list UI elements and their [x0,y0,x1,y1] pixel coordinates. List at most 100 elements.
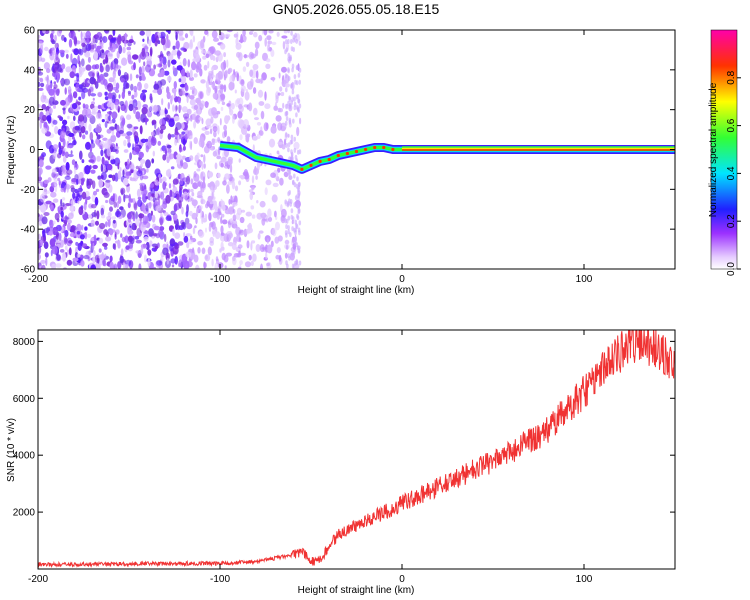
noise-speckle [250,260,254,267]
noise-speckle [140,247,144,255]
noise-speckle [98,254,106,260]
noise-speckle [84,165,91,175]
noise-speckle [97,92,103,98]
noise-speckle [127,158,130,165]
noise-speckle [66,145,74,149]
ridge-peak-point [318,159,322,163]
noise-speckle [109,255,113,263]
noise-speckle [124,32,127,41]
noise-speckle [150,210,153,216]
noise-speckle [50,191,57,198]
noise-speckle [228,206,234,215]
noise-speckle [290,208,294,214]
noise-speckle [120,187,126,195]
noise-speckle [276,31,280,37]
noise-speckle [179,74,187,84]
noise-speckle [181,106,188,113]
noise-speckle [92,72,95,78]
noise-speckle [105,236,112,242]
noise-speckle [141,47,146,58]
noise-speckle [40,82,45,88]
noise-speckle [274,236,280,244]
noise-speckle [174,138,178,146]
ridge-peak-point [336,153,340,158]
noise-speckle [138,213,145,219]
noise-speckle [261,72,267,81]
noise-speckle [275,94,279,104]
noise-speckle [43,212,50,216]
noise-speckle [120,115,125,121]
colorbar: 0.0 0.2 0.4 0.6 0.8 Normalized spectral ampl… [708,29,741,276]
noise-speckle [93,234,97,242]
noise-speckle [249,192,254,201]
noise-speckle [220,162,224,168]
noise-speckle [297,196,300,202]
noise-speckle [214,231,221,240]
noise-speckle [115,229,120,235]
noise-speckle [178,78,182,83]
noise-speckle [71,57,78,67]
noise-speckle [191,199,198,207]
noise-speckle [104,91,108,96]
noise-speckle [90,93,97,97]
noise-speckle [67,115,70,120]
noise-speckle [272,124,276,128]
noise-speckle [96,210,100,220]
noise-speckle [72,136,75,140]
noise-speckle [128,103,134,112]
noise-speckle [231,102,235,110]
noise-speckle [111,94,116,104]
noise-speckle [173,81,177,89]
noise-speckle [244,261,252,268]
noise-speckle [172,246,179,255]
noise-speckle [248,254,252,261]
noise-speckle [297,227,301,233]
noise-speckle [108,98,113,104]
noise-speckle [265,251,268,260]
noise-speckle [153,104,158,113]
noise-speckle [127,41,132,47]
noise-speckle [286,202,290,208]
noise-speckle [145,116,148,126]
noise-speckle [166,156,170,164]
noise-speckle [250,241,253,251]
noise-speckle [47,84,53,94]
noise-speckle [216,214,220,220]
noise-speckle [133,131,139,139]
noise-speckle [253,31,258,38]
noise-speckle [293,136,297,142]
noise-speckle [129,164,135,171]
noise-speckle [154,179,159,186]
noise-speckle [41,264,46,269]
noise-speckle [170,166,175,170]
noise-speckle [191,192,195,197]
noise-speckle [226,184,230,194]
noise-speckle [136,170,143,177]
noise-speckle [227,68,231,75]
noise-speckle [217,172,221,178]
noise-speckle [287,68,290,74]
noise-speckle [215,72,221,82]
spectrogram-x-axis-label: Height of straight line (km) [298,285,415,296]
noise-speckle [152,89,159,94]
noise-speckle [207,246,212,256]
noise-speckle [266,262,270,267]
noise-speckle [41,216,48,225]
noise-speckle [241,126,248,135]
noise-speckle [204,254,211,262]
noise-speckle [174,131,180,136]
noise-speckle [227,156,233,162]
noise-speckle [149,93,153,99]
noise-speckle [293,202,297,208]
noise-speckle [125,264,129,269]
noise-speckle [188,95,195,100]
noise-speckle [289,232,292,238]
noise-speckle [298,260,302,266]
noise-speckle [88,123,92,132]
noise-speckle [223,124,228,131]
noise-speckle [110,61,114,71]
noise-speckle [275,221,280,231]
noise-speckle [124,235,129,244]
noise-speckle [80,31,83,40]
noise-speckle [95,220,99,226]
